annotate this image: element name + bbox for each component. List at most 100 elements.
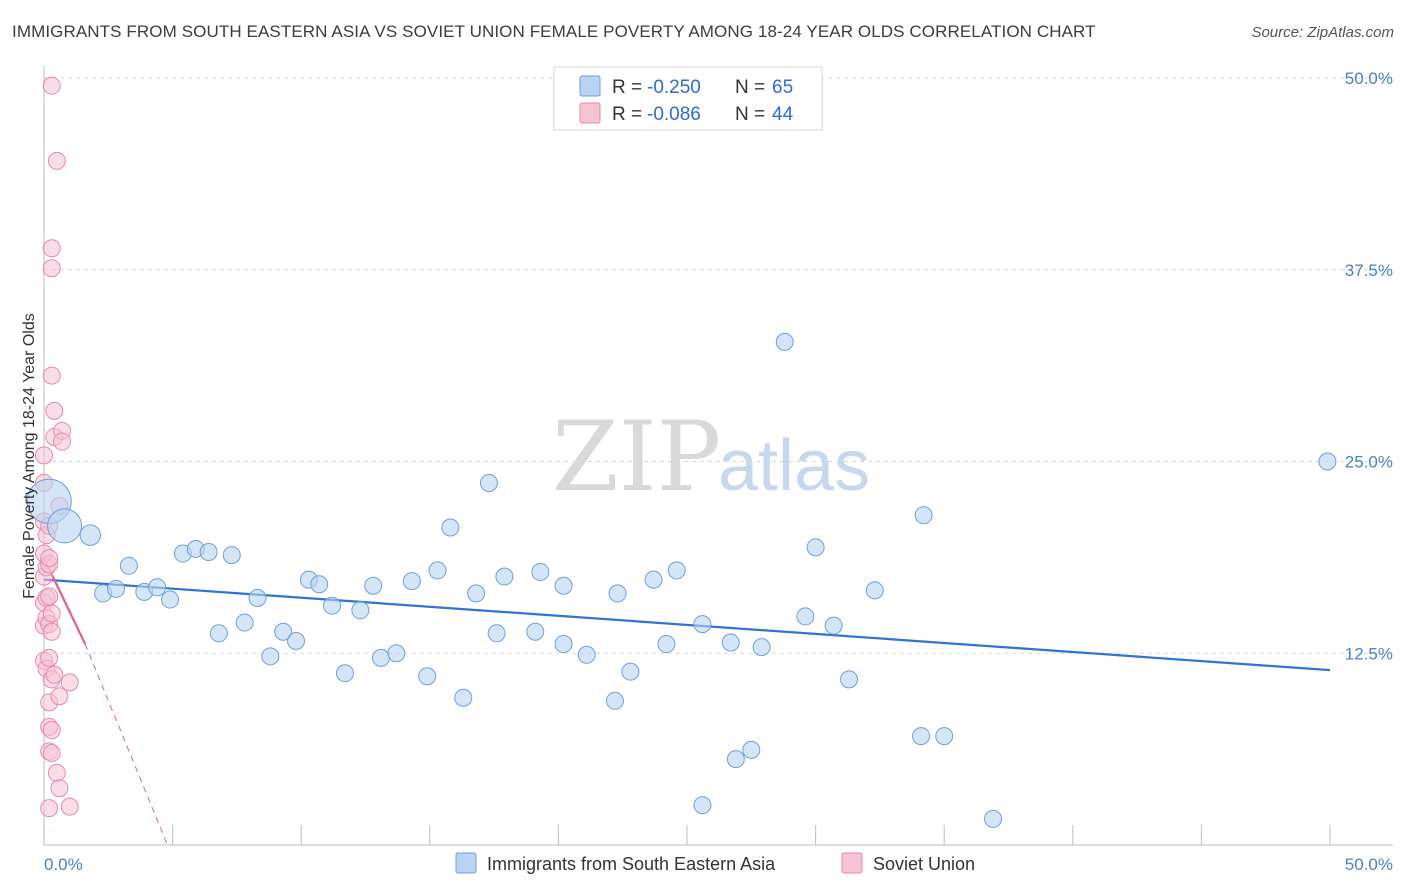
south-eastern-asia-point-44 [644,570,663,589]
soviet-union-point-34 [47,151,66,170]
soviet-union-point-30 [42,743,61,762]
south-eastern-asia-point-57 [840,670,859,689]
soviet-union-point-27 [42,622,61,641]
south-eastern-asia-point-39 [554,635,573,654]
south-eastern-asia-point-46 [667,561,686,580]
y-tick-label-2: 37.5% [1345,261,1393,280]
south-eastern-asia-point-21 [323,596,342,615]
south-eastern-asia-point-61 [935,727,954,746]
y-axis-title: Female Poverty Among 18-24 Year Olds [21,313,38,599]
south-eastern-asia-point-29 [428,561,447,580]
south-eastern-asia-point-27 [402,572,421,591]
south-eastern-asia-point-43 [621,662,640,681]
soviet-union-point-15 [40,587,59,606]
bottom-legend-label-blue: Immigrants from South Eastern Asia [487,854,776,874]
grid-lines [44,77,1393,654]
south-eastern-asia-point-20 [310,575,329,594]
soviet-union-point-26 [42,604,61,623]
south-eastern-asia-point-24 [364,576,383,595]
south-eastern-asia-point-54 [796,607,815,626]
soviet-union-point-38 [50,687,69,706]
south-eastern-asia-point-7 [148,578,167,597]
soviet-union-points [35,76,79,818]
legend-n-value-2: 44 [772,104,794,125]
south-eastern-asia-point-36 [526,622,545,641]
south-eastern-asia-point-47 [693,615,712,634]
trend-line-soviet-union-extrapolated [84,643,168,846]
soviet-union-point-24 [42,259,61,278]
south-eastern-asia-point-25 [371,648,390,667]
south-eastern-asia-point-17 [274,622,293,641]
south-eastern-asia-point-16 [261,647,280,666]
x-tick-label-max: 50.0% [1345,855,1393,874]
south-eastern-asia-point-34 [487,624,506,643]
south-eastern-asia-point-42 [608,584,627,603]
south-eastern-asia-point-11 [199,543,218,562]
soviet-union-point-0 [35,446,53,465]
south-eastern-asia-point-12 [209,624,228,643]
south-eastern-asia-point-49 [721,633,740,652]
legend-n-label-2: N = [735,104,765,125]
south-eastern-asia-point-53 [775,332,794,351]
soviet-union-point-37 [50,779,69,798]
soviet-union-point-17 [40,648,59,667]
south-eastern-asia-point-5 [119,556,138,575]
south-eastern-asia-point-41 [605,691,624,710]
south-eastern-asia-point-15 [248,589,267,608]
south-eastern-asia-point-22 [335,664,354,683]
legend: R = -0.250 N = 65 R = -0.086 N = 44 [553,66,823,131]
soviet-union-point-31 [45,401,64,420]
south-eastern-asia-point-52 [752,638,771,657]
bottom-legend-label-pink: Soviet Union [873,854,975,874]
south-eastern-asia-point-59 [912,727,931,746]
south-eastern-asia-point-40 [577,645,596,664]
soviet-union-point-33 [45,665,64,684]
soviet-union-point-35 [47,763,66,782]
south-eastern-asia-point-60 [914,506,933,525]
soviet-union-point-25 [42,366,61,385]
south-eastern-asia-point-2 [79,524,101,546]
south-eastern-asia-point-23 [351,601,370,620]
south-eastern-asia-point-8 [161,590,180,609]
south-eastern-asia-points [26,332,1337,828]
y-tick-label-1: 25.0% [1345,453,1393,472]
south-eastern-asia-point-37 [531,562,550,581]
soviet-union-point-43 [40,549,59,568]
south-eastern-asia-point-18 [287,631,306,650]
x-axis-ticks [172,825,1331,845]
bottom-legend-swatch-pink [841,852,863,874]
south-eastern-asia-point-35 [495,567,514,586]
watermark-zip: ZIP [552,401,721,513]
south-eastern-asia-point-56 [824,616,843,635]
south-eastern-asia-point-50 [726,750,745,769]
south-eastern-asia-point-32 [467,584,486,603]
south-eastern-asia-point-45 [657,635,676,654]
legend-swatch-blue [579,75,601,97]
chart-title: IMMIGRANTS FROM SOUTH EASTERN ASIA VS SO… [12,22,1096,41]
x-tick-label-min: 0.0% [44,855,83,874]
south-eastern-asia-point-31 [454,688,473,707]
legend-r-value-2: -0.086 [647,104,701,125]
legend-r-label-2: R = [612,104,642,125]
watermark-atlas: atlas [718,426,870,506]
soviet-union-point-41 [60,673,79,692]
legend-r-label-1: R = [612,77,642,98]
y-tick-label-3: 50.0% [1345,69,1393,88]
south-eastern-asia-point-14 [235,613,254,632]
south-eastern-asia-point-48 [693,796,712,815]
legend-n-label-1: N = [735,77,765,98]
soviet-union-point-40 [53,432,72,451]
soviet-union-point-29 [42,720,61,739]
soviet-union-point-21 [40,799,59,818]
south-eastern-asia-point-38 [554,576,573,595]
south-eastern-asia-point-13 [222,546,241,565]
south-eastern-asia-point-30 [441,518,460,537]
legend-r-value-1: -0.250 [647,77,701,98]
bottom-legend: Immigrants from South Eastern Asia Sovie… [455,852,975,874]
soviet-union-point-42 [60,797,79,816]
south-eastern-asia-point-1 [47,508,83,544]
y-tick-labels: 12.5% 25.0% 37.5% 50.0% [1345,69,1393,663]
legend-n-value-1: 65 [772,77,793,98]
soviet-union-point-22 [42,76,61,95]
